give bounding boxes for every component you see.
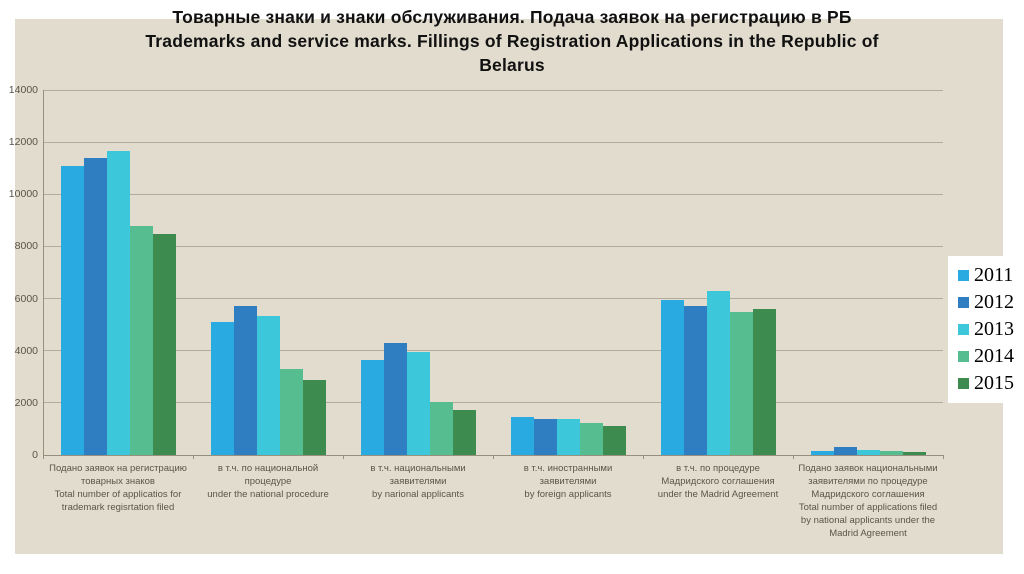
bar-2011-group6 [810,450,834,455]
chart-title: Товарные знаки и знаки обслуживания. Под… [0,5,1024,77]
legend-swatch-2015 [958,378,969,389]
legend-item-2014: 2014 [958,343,1024,370]
x-axis-tick [43,455,44,459]
y-axis-label: 6000 [14,292,38,305]
chart-title-line-en: Trademarks and service marks. Fillings o… [145,31,879,51]
y-axis-label: 4000 [14,344,38,357]
bar-2011-group4 [510,417,534,455]
legend-item-2011: 2011 [958,262,1024,289]
legend-label-2015: 2015 [974,372,1014,394]
category-label-6-en: Total number of applications filed by na… [798,502,938,539]
legend-swatch-2011 [958,270,969,281]
chart-title-line-ru: Товарные знаки и знаки обслуживания. Под… [172,7,852,27]
x-axis-tick [193,455,194,459]
category-label-2-ru: в т.ч. по национальной процедуре [217,463,319,487]
legend-item-2012: 2012 [958,289,1024,316]
bar-2015-group3 [452,409,476,455]
category-label-1-ru: Подано заявок на регистрацию товарных зн… [49,463,187,487]
bar-2014-group1 [129,225,153,455]
y-axis-label: 12000 [8,136,38,149]
chart-panel [15,19,1003,554]
category-label-4: в т.ч. иностранными заявителями by foreig… [493,462,643,501]
bar-2015-group6 [902,451,926,455]
x-axis-tick [343,455,344,459]
y-axis-label: 8000 [14,240,38,253]
bar-2014-group3 [429,401,453,455]
x-axis-tick [493,455,494,459]
gridline [43,245,943,247]
bar-2012-group3 [383,342,407,455]
category-label-4-ru: в т.ч. иностранными заявителями [523,463,613,487]
bar-2012-group5 [683,306,707,455]
gridline [43,193,943,195]
bar-2015-group4 [602,425,626,455]
category-label-1-en: Total number of applicatios for trademar… [54,489,182,513]
category-label-5-en: under the Madrid Agreement [657,489,779,500]
bar-2015-group1 [152,234,176,455]
legend-swatch-2013 [958,324,969,335]
bar-2014-group2 [279,368,303,455]
bar-2012-group2 [233,306,257,455]
legend-swatch-2012 [958,297,969,308]
x-axis-tick [643,455,644,459]
gridline [43,402,943,404]
legend-item-2013: 2013 [958,316,1024,343]
category-label-1: Подано заявок на регистрацию товарных зн… [43,462,193,514]
legend-label-2013: 2013 [974,318,1014,340]
x-axis-tick [943,455,944,459]
bar-2011-group3 [360,359,384,455]
category-label-5: в т.ч. по процедуре Мадридского соглашен… [643,462,793,501]
bar-2011-group2 [210,322,234,455]
category-label-6-ru: Подано заявок национальными заявителями … [798,463,938,500]
category-label-4-en: by foreign applicants [524,489,612,500]
legend-item-2015: 2015 [958,370,1024,397]
gridline [43,298,943,300]
chart-title-line-en2: Belarus [479,55,545,75]
bar-2012-group1 [83,157,107,455]
y-axis-label: 14000 [8,84,38,96]
bar-2012-group4 [533,418,557,455]
gridline [43,350,943,352]
legend-label-2011: 2011 [974,264,1014,286]
x-axis-tick [793,455,794,459]
category-label-6: Подано заявок национальными заявителями … [793,462,943,540]
category-label-2-en: under the national procedure [207,489,329,500]
category-label-3: в т.ч. национальными заявителями by nario… [343,462,493,501]
gridline [43,89,943,91]
legend-label-2012: 2012 [974,291,1014,313]
bar-2014-group5 [729,311,753,455]
category-label-5-ru: в т.ч. по процедуре Мадридского соглашен… [661,463,775,487]
legend-swatch-2014 [958,351,969,362]
y-axis-label: 2000 [14,396,38,409]
category-label-3-ru: в т.ч. национальными заявителями [370,463,466,487]
bar-2013-group5 [706,290,730,455]
bar-2013-group3 [406,352,430,455]
bar-2015-group5 [752,309,776,455]
bar-2011-group1 [60,165,84,455]
bar-2013-group6 [856,449,880,455]
category-label-3-en: by narional applicants [372,489,464,500]
bar-2014-group6 [879,451,903,455]
y-axis-label: 0 [32,449,38,461]
category-label-2: в т.ч. по национальной процедуре under th… [193,462,343,501]
bar-2013-group4 [556,419,580,455]
bar-2013-group1 [106,151,130,455]
bar-2015-group2 [302,380,326,455]
legend: 2011 2012 2013 2014 2015 [948,256,1024,403]
gridline [43,141,943,143]
bar-2013-group2 [256,315,280,455]
bar-2011-group5 [660,299,684,455]
y-axis-line [43,90,44,455]
bar-2012-group6 [833,447,857,455]
y-axis-label: 10000 [8,188,38,201]
legend-label-2014: 2014 [974,345,1014,367]
bar-2014-group4 [579,422,603,455]
